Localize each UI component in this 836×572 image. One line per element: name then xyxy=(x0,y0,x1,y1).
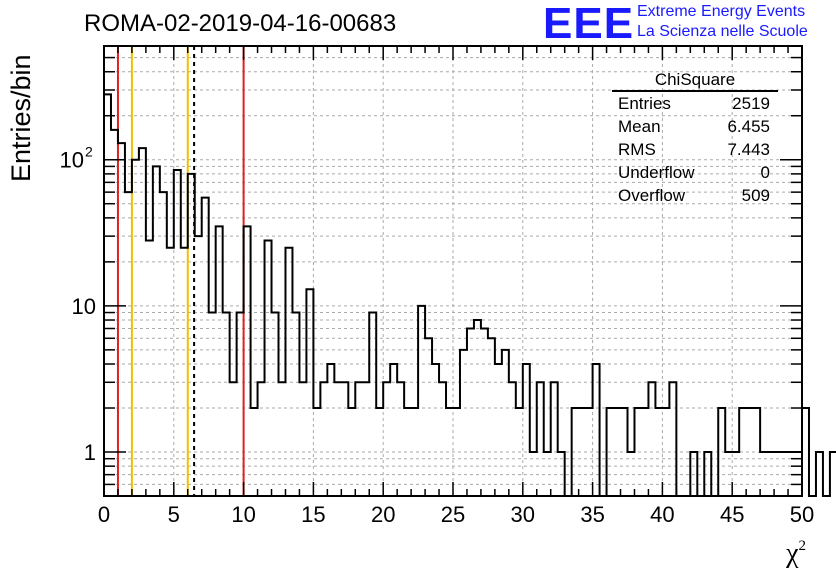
run-title: ROMA-02-2019-04-16-00683 xyxy=(84,10,397,37)
x-tick-label: 10 xyxy=(231,502,255,527)
x-axis-label-superscript: 2 xyxy=(798,538,807,554)
y-tick-label: 10 xyxy=(72,294,96,319)
y-tick-label: 1 xyxy=(84,440,96,465)
x-tick-label: 35 xyxy=(580,502,604,527)
stats-label: Underflow xyxy=(618,163,695,182)
stats-row-rms: RMS 7.443 xyxy=(612,140,778,163)
x-axis-label-base: χ xyxy=(786,538,799,569)
y-tick-label-superscript: 2 xyxy=(85,144,93,160)
x-tick-label: 50 xyxy=(790,502,814,527)
x-tick-label: 20 xyxy=(371,502,395,527)
stats-label: RMS xyxy=(618,140,656,159)
x-tick-label: 5 xyxy=(168,502,180,527)
stats-value: 2519 xyxy=(732,94,770,113)
stats-row-entries: Entries 2519 xyxy=(612,94,778,117)
stats-row-underflow: Underflow 0 xyxy=(612,163,778,186)
logo-line-1: Extreme Energy Events xyxy=(637,3,806,20)
stats-label: Mean xyxy=(618,117,661,136)
stats-label: Overflow xyxy=(618,186,686,205)
grid-lines xyxy=(104,46,802,496)
stats-box: ChiSquare Entries 2519 Mean 6.455 RMS 7.… xyxy=(612,70,778,209)
logo-line-2: La Scienza nelle Scuole xyxy=(637,23,808,40)
stats-row-overflow: Overflow 509 xyxy=(612,186,778,209)
eee-logo: EEE xyxy=(543,0,635,48)
x-tick-label: 40 xyxy=(650,502,674,527)
x-axis-label: χ2 xyxy=(786,538,806,570)
x-tick-label: 45 xyxy=(720,502,744,527)
histogram-outline xyxy=(104,93,836,497)
stats-value: 7.443 xyxy=(727,140,770,159)
stats-value: 509 xyxy=(741,186,770,205)
x-tick-label: 25 xyxy=(441,502,465,527)
axis-ticks xyxy=(103,45,803,497)
stats-row-mean: Mean 6.455 xyxy=(612,117,778,140)
stats-value: 6.455 xyxy=(727,117,770,136)
y-tick-label: 10 xyxy=(60,148,84,173)
reference-lines xyxy=(116,46,245,496)
stats-label: Entries xyxy=(618,94,671,113)
x-tick-label: 15 xyxy=(301,502,325,527)
stats-title: ChiSquare xyxy=(612,70,778,92)
x-tick-label: 30 xyxy=(511,502,535,527)
x-tick-label: 0 xyxy=(98,502,110,527)
y-axis-label: Entries/bin xyxy=(6,54,36,182)
stats-value: 0 xyxy=(760,163,770,182)
